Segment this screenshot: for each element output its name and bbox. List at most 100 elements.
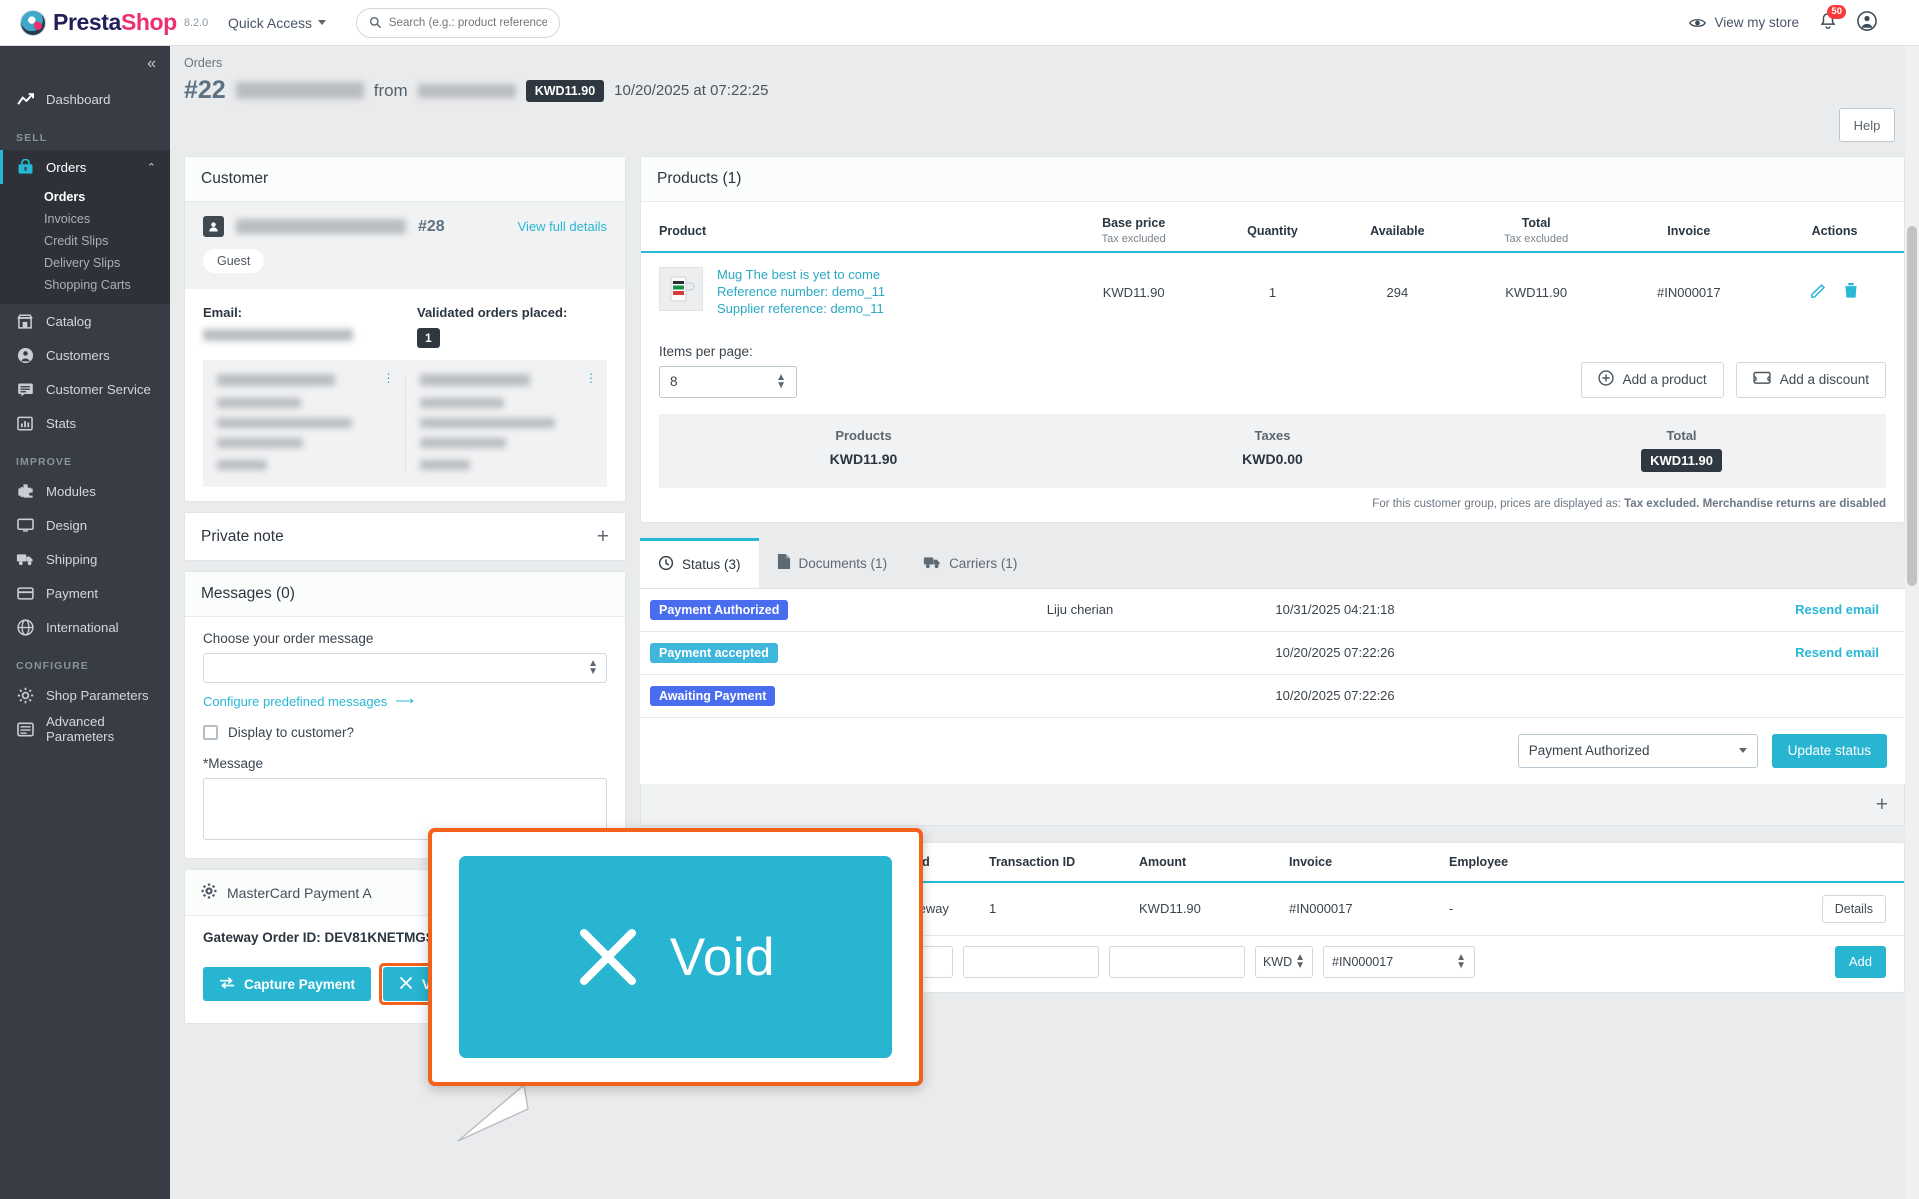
tab-documents[interactable]: Documents (1)	[759, 539, 906, 588]
sidebar-item-customers[interactable]: Customers	[0, 338, 170, 372]
callout-tail	[457, 1083, 529, 1142]
sidebar-collapse-button[interactable]: «	[0, 46, 170, 82]
col-base-price-sub: Tax excluded	[1101, 233, 1166, 245]
sidebar-subitem-shopping-carts[interactable]: Shopping Carts	[44, 278, 131, 292]
page-scrollbar[interactable]	[1905, 46, 1919, 1199]
sidebar-item-orders[interactable]: Orders ⌃	[0, 150, 170, 184]
sidebar-subitem-credit-slips[interactable]: Credit Slips	[44, 234, 109, 248]
validated-orders-label: Validated orders placed:	[417, 305, 568, 320]
delete-product-button[interactable]	[1837, 282, 1865, 302]
shipping-address-menu-button[interactable]: ⋮	[382, 371, 395, 385]
display-to-customer-checkbox[interactable]	[203, 725, 218, 740]
currency-select[interactable]: KWD ▲ ▼	[1255, 945, 1313, 978]
brand-logo[interactable]: PrestaShop 8.2.0	[0, 9, 210, 36]
sidebar-subitem-invoices[interactable]: Invoices	[44, 212, 91, 226]
truck-icon	[16, 550, 34, 568]
expand-section-button[interactable]: +	[1875, 792, 1888, 816]
payment-amount-input[interactable]	[1109, 945, 1245, 978]
status-select[interactable]: Payment Authorized	[1517, 733, 1758, 768]
product-reference-link[interactable]: Reference number: demo_11	[717, 283, 886, 299]
payment-invoice-select[interactable]: #IN000017 ▲ ▼	[1323, 945, 1475, 978]
add-product-button[interactable]: Add a product	[1580, 361, 1724, 398]
total-products-label: Products	[835, 427, 892, 443]
capture-payment-button[interactable]: Capture Payment	[203, 967, 372, 1001]
tab-carriers-label: Carriers (1)	[949, 555, 1018, 571]
product-name-link[interactable]: Mug The best is yet to come	[717, 267, 881, 282]
select-arrows-icon: ▲ ▼	[588, 658, 598, 677]
sidebar-item-shop-parameters[interactable]: Shop Parameters	[0, 678, 170, 712]
tab-documents-label: Documents (1)	[798, 555, 888, 571]
invoice-address-menu-button[interactable]: ⋮	[585, 371, 597, 385]
configure-predefined-messages-link[interactable]: Configure predefined messages	[203, 693, 388, 709]
sidebar-item-customer-service[interactable]: Customer Service	[0, 372, 170, 406]
user-account-button[interactable]	[1857, 11, 1877, 34]
total-taxes: Taxes KWD0.00	[1068, 428, 1477, 472]
status-employee: Liju cherian	[940, 588, 1220, 632]
notifications-button[interactable]: 50	[1819, 4, 1846, 34]
tab-status[interactable]: Status (3)	[640, 537, 759, 588]
items-per-page-select[interactable]: 8 ▲ ▼	[659, 365, 797, 398]
sidebar-item-shipping[interactable]: Shipping	[0, 542, 170, 576]
status-badge: Awaiting Payment	[650, 685, 776, 706]
scrollbar-thumb[interactable]	[1907, 226, 1917, 586]
payment-invoice-value: #IN000017	[1332, 954, 1394, 969]
edit-product-button[interactable]	[1804, 282, 1833, 302]
view-full-details-link[interactable]: View full details	[517, 219, 607, 234]
status-date: 10/20/2025 07:22:26	[1220, 674, 1450, 718]
sidebar-subitem-delivery-slips[interactable]: Delivery Slips	[44, 256, 121, 270]
customer-card-title: Customer	[185, 157, 625, 202]
sidebar-item-advanced-parameters[interactable]: Advanced Parameters	[0, 712, 170, 746]
table-row: Payment Authorized Liju cherian 10/31/20…	[640, 588, 1905, 632]
address-line-redacted	[419, 438, 506, 448]
view-my-store-button[interactable]: View my store	[1689, 15, 1799, 30]
sidebar-item-modules[interactable]: Modules	[0, 474, 170, 508]
brand-text-shop: Shop	[120, 9, 177, 35]
sidebar-item-international[interactable]: International	[0, 610, 170, 644]
sidebar-item-payment[interactable]: Payment	[0, 576, 170, 610]
tax-display-note: For this customer group, prices are disp…	[641, 488, 1904, 522]
tab-carriers[interactable]: Carriers (1)	[905, 539, 1035, 588]
status-employee	[940, 674, 1220, 718]
transfer-icon	[219, 976, 235, 992]
search-input[interactable]	[388, 16, 548, 29]
resend-email-link[interactable]: Resend email	[1795, 645, 1879, 661]
resend-email-link[interactable]: Resend email	[1795, 602, 1879, 618]
col-product: Product	[659, 223, 707, 238]
sidebar-item-catalog[interactable]: Catalog	[0, 304, 170, 338]
transaction-id-input[interactable]	[963, 945, 1099, 978]
basket-icon	[16, 158, 34, 176]
email-label: Email:	[203, 305, 243, 320]
sidebar-item-dashboard[interactable]: Dashboard	[0, 82, 170, 116]
search-box[interactable]	[356, 7, 561, 38]
sidebar-item-label: Shop Parameters	[46, 687, 149, 703]
product-supplier-reference-link[interactable]: Supplier reference: demo_11	[717, 300, 884, 316]
col-invoice: Invoice	[1667, 223, 1711, 238]
update-status-button[interactable]: Update status	[1771, 733, 1887, 768]
status-employee	[940, 631, 1220, 675]
cell-available: 294	[1386, 284, 1409, 300]
private-note-title: Private note	[201, 527, 284, 545]
mastercard-card-title: MasterCard Payment A	[227, 884, 372, 901]
add-payment-button[interactable]: Add	[1834, 945, 1886, 978]
sidebar-item-design[interactable]: Design	[0, 508, 170, 542]
sidebar-subitem-orders[interactable]: Orders	[44, 190, 86, 204]
add-discount-button[interactable]: Add a discount	[1735, 361, 1886, 398]
order-message-select[interactable]: ▲ ▼	[203, 653, 607, 683]
add-private-note-button[interactable]: +	[596, 525, 609, 548]
help-button[interactable]: Help	[1839, 108, 1895, 142]
status-badge: Payment accepted	[650, 642, 778, 663]
col-payment-actions	[1591, 843, 1904, 882]
sidebar-item-stats[interactable]: Stats	[0, 406, 170, 440]
sidebar-item-label: Stats	[46, 415, 77, 431]
quick-access-menu[interactable]: Quick Access	[228, 15, 327, 31]
tax-note-prefix: For this customer group, prices are disp…	[1372, 497, 1621, 510]
cell-quantity: 1	[1268, 284, 1277, 300]
select-arrows-icon: ▲ ▼	[776, 371, 786, 391]
status-date: 10/20/2025 07:22:26	[1220, 631, 1450, 675]
sidebar-item-label: International	[46, 619, 119, 635]
payment-details-button[interactable]: Details	[1821, 894, 1886, 923]
display-to-customer-label: Display to customer?	[228, 725, 355, 740]
breadcrumb[interactable]: Orders	[184, 56, 223, 70]
address-line-redacted	[419, 460, 470, 470]
update-status-row: Payment Authorized Update status	[640, 717, 1905, 784]
